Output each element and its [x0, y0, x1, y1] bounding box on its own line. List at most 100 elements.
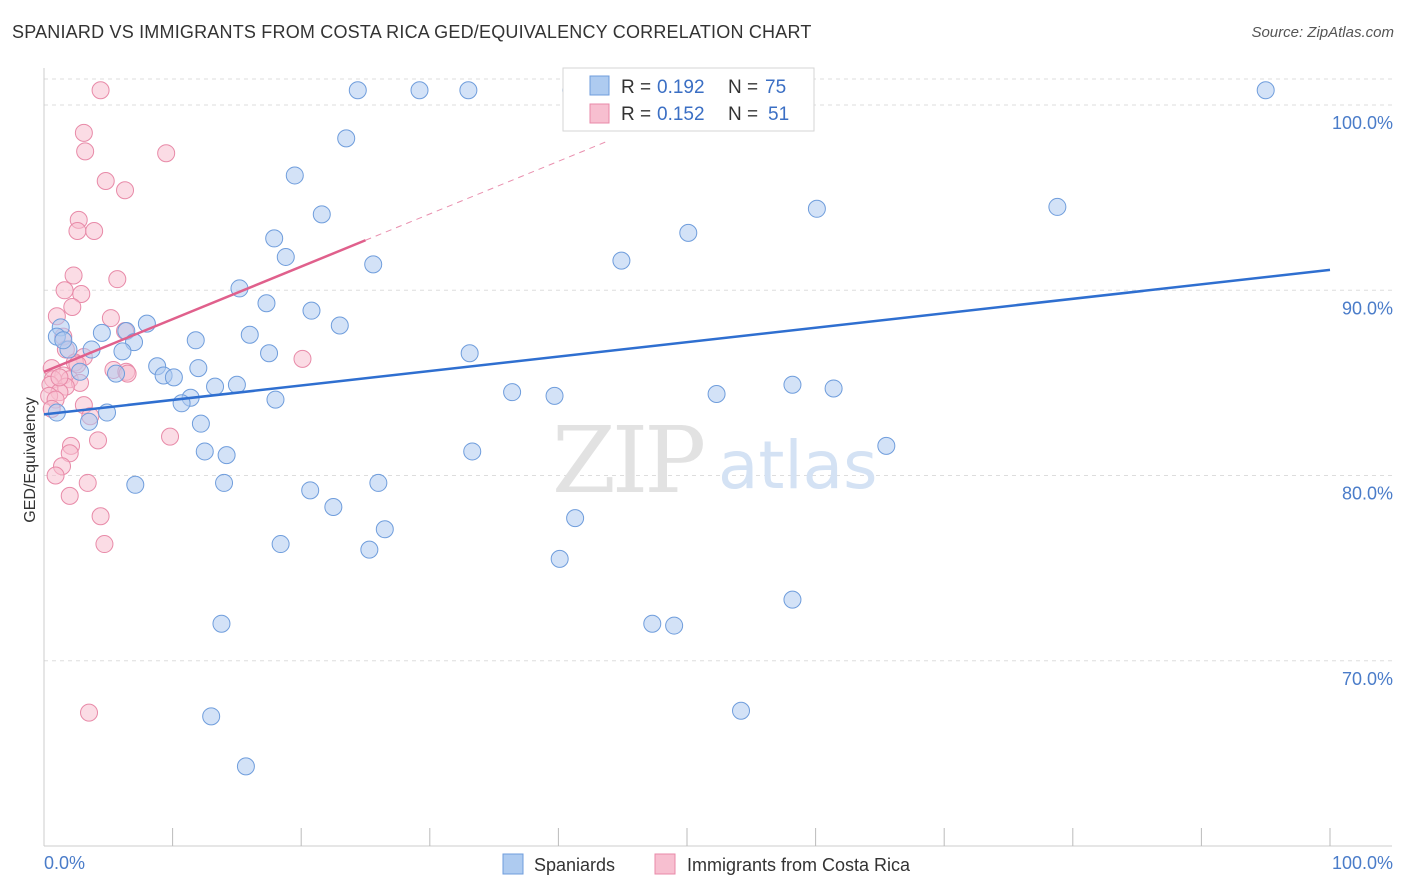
trend-line-immigrants-extension: [365, 139, 611, 241]
spaniards-point: [285, 166, 304, 185]
stats-n-value-immigrants: 51: [768, 104, 789, 125]
immigrants-point: [96, 171, 115, 190]
spaniards-point: [348, 81, 367, 100]
immigrants-point: [68, 222, 87, 241]
stats-r-label-spaniards: R =: [621, 77, 651, 98]
trend-line-immigrants: [43, 239, 366, 373]
spaniards-point: [312, 205, 331, 224]
spaniards-point: [227, 375, 246, 394]
x-tick-marks: [172, 828, 1331, 846]
spaniards-point: [212, 614, 231, 633]
y-tick-label-80: 80.0%: [1342, 484, 1393, 504]
spaniards-point: [206, 377, 225, 396]
immigrants-point: [72, 284, 91, 303]
spaniards-point: [1256, 81, 1275, 100]
spaniards-point: [186, 331, 205, 350]
spaniards-point: [189, 359, 208, 378]
immigrants-point: [95, 535, 114, 554]
immigrants-point: [63, 297, 82, 316]
spaniards-point: [195, 442, 214, 461]
y-tick-labels: 70.0% 80.0% 90.0% 100.0%: [1332, 113, 1393, 689]
spaniards-point: [276, 247, 295, 266]
spaniards-point: [202, 707, 221, 726]
immigrants-point: [116, 181, 135, 200]
spaniards-point: [550, 549, 569, 568]
legend-label-immigrants: Immigrants from Costa Rica: [687, 855, 911, 875]
immigrants-point: [74, 123, 93, 142]
spaniards-point: [732, 701, 751, 720]
trend-line-spaniards: [43, 268, 1331, 416]
stats-n-label-spaniards: N =: [728, 77, 758, 98]
y-tick-label-70: 70.0%: [1342, 669, 1393, 689]
stats-swatch-immigrants: [589, 103, 610, 124]
spaniards-point: [107, 364, 126, 383]
spaniards-point: [369, 473, 388, 492]
immigrants-point: [55, 281, 74, 300]
immigrants-point: [89, 431, 108, 450]
immigrants-point: [85, 222, 104, 241]
spaniards-point: [612, 251, 631, 270]
spaniards-point: [215, 473, 234, 492]
immigrants-point: [293, 349, 312, 368]
immigrants-point: [78, 473, 97, 492]
trend-lines: [43, 139, 1331, 416]
legend-swatch-immigrants: [654, 853, 676, 875]
spaniards-point: [360, 540, 379, 559]
stats-r-value-immigrants: 0.152: [657, 104, 705, 125]
axes: [43, 68, 1392, 847]
spaniards-point: [217, 446, 236, 465]
stats-r-value-spaniards: 0.192: [657, 77, 705, 98]
immigrants-point: [46, 466, 65, 485]
spaniards-point: [257, 294, 276, 313]
spaniards-point: [240, 325, 259, 344]
grid-lines: [44, 78, 1392, 662]
y-axis-label: GED/Equivalency: [22, 397, 39, 522]
immigrants-point: [80, 703, 99, 722]
series-spaniards: [47, 81, 1275, 776]
spaniards-point: [783, 375, 802, 394]
spaniards-point: [463, 442, 482, 461]
spaniards-point: [707, 385, 726, 404]
spaniards-point: [566, 509, 585, 528]
spaniards-point: [459, 81, 478, 100]
stats-r-label-immigrants: R =: [621, 104, 651, 125]
y-tick-label-90: 90.0%: [1342, 298, 1393, 318]
immigrants-point: [157, 144, 176, 163]
spaniards-point: [337, 129, 356, 148]
spaniards-point: [783, 590, 802, 609]
spaniards-point: [92, 323, 111, 342]
immigrants-point: [60, 486, 79, 505]
immigrants-point: [101, 309, 120, 328]
immigrants-point: [76, 142, 95, 161]
spaniards-point: [266, 390, 285, 409]
spaniards-point: [191, 414, 210, 433]
spaniards-point: [1048, 197, 1067, 216]
spaniards-point: [824, 379, 843, 398]
immigrants-point: [161, 427, 180, 446]
spaniards-point: [503, 383, 522, 402]
watermark-atlas: atlas: [718, 427, 878, 504]
stats-box: R = 0.192 N = 75 R = 0.152 N = 51: [562, 67, 815, 132]
spaniards-point: [545, 386, 564, 405]
immigrants-point: [64, 266, 83, 285]
spaniards-point: [126, 475, 145, 494]
immigrants-point: [91, 81, 110, 100]
y-tick-label-100: 100.0%: [1332, 113, 1393, 133]
spaniards-point: [324, 498, 343, 517]
x-tick-label-min: 0.0%: [44, 853, 85, 873]
x-tick-label-max: 100.0%: [1332, 853, 1393, 873]
spaniards-point: [265, 229, 284, 248]
spaniards-point: [80, 412, 99, 431]
spaniards-point: [877, 436, 896, 455]
spaniards-point: [665, 616, 684, 635]
watermark-zip: ZIP: [552, 407, 703, 514]
chart-title: SPANIARD VS IMMIGRANTS FROM COSTA RICA G…: [12, 22, 812, 42]
legend-label-spaniards: Spaniards: [534, 855, 615, 875]
spaniards-point: [330, 316, 349, 335]
stats-swatch-spaniards: [589, 75, 610, 96]
spaniards-point: [54, 331, 73, 350]
spaniards-point: [302, 301, 321, 320]
legend: Spaniards Immigrants from Costa Rica: [502, 853, 911, 875]
immigrants-point: [50, 368, 69, 387]
